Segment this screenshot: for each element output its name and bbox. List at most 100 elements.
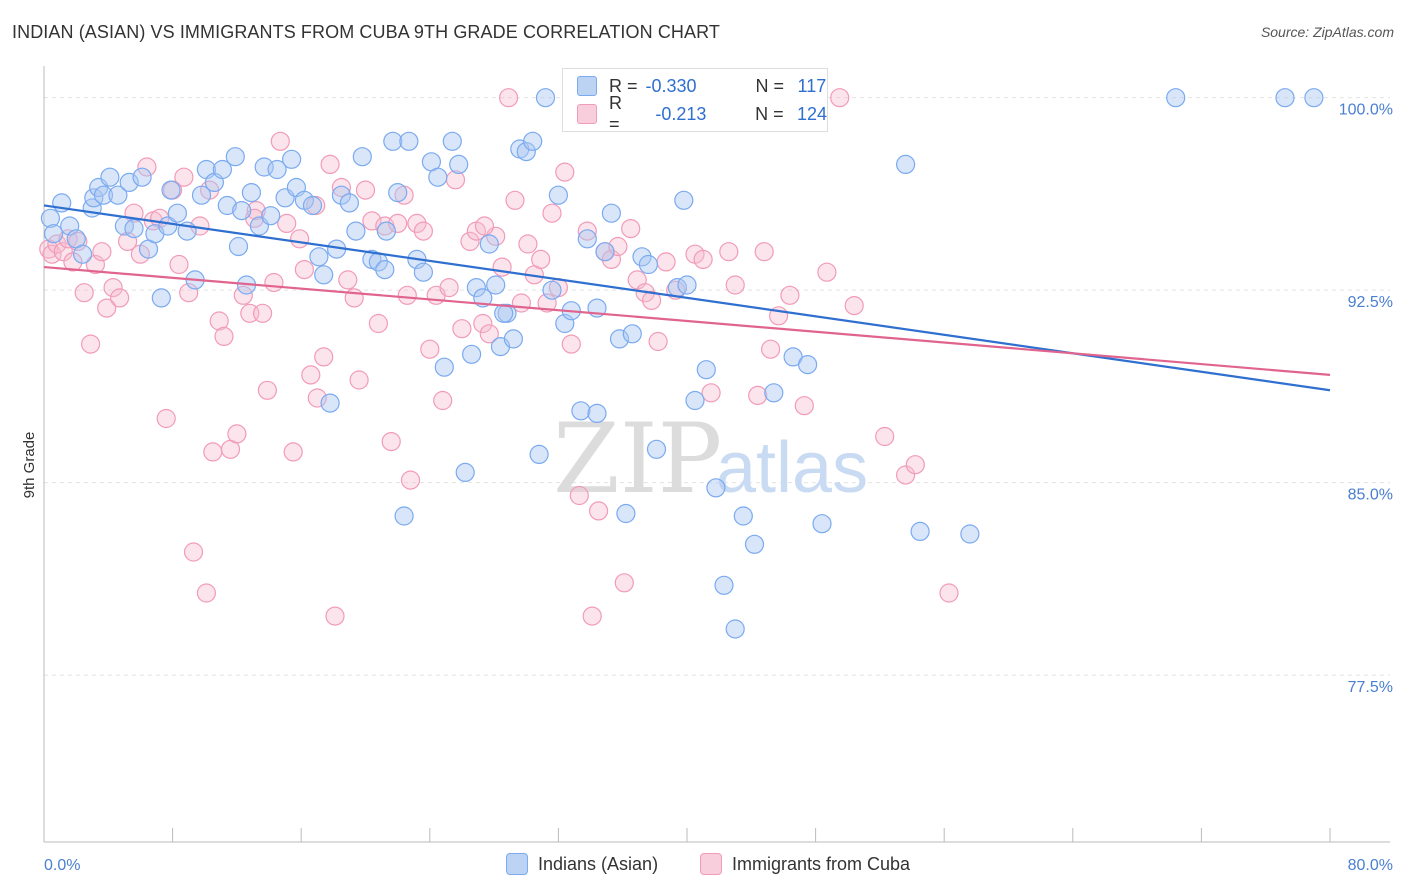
watermark-atlas: atlas	[716, 428, 868, 508]
legend-n-label: N =	[755, 75, 785, 96]
cuba-point-5	[63, 252, 83, 272]
cuba-point-102	[701, 383, 721, 403]
cuba-point-36	[253, 303, 273, 323]
indians-point-42	[309, 247, 329, 267]
indians-point-110	[1166, 88, 1186, 108]
correlation-legend: R = -0.330 N = 117 R = -0.213 N = 124	[562, 68, 828, 134]
indians-point-98	[706, 478, 726, 498]
trend-lines	[43, 204, 1331, 392]
cuba-point-20	[156, 408, 176, 429]
cuba-point-28	[203, 442, 223, 462]
legend-r-value-cuba: -0.213	[655, 103, 707, 124]
cuba-point-106	[754, 242, 774, 262]
indians-point-82	[571, 401, 591, 421]
cuba-point-69	[460, 231, 480, 251]
cuba-point-12	[103, 278, 123, 298]
cuba-point-71	[473, 313, 493, 334]
indians-point-46	[331, 185, 351, 205]
indians-point-108	[910, 521, 930, 542]
indians-point-14	[124, 219, 144, 239]
indians-point-105	[797, 355, 818, 375]
indians-point-115	[376, 221, 396, 241]
indians-point-5	[72, 244, 93, 264]
cuba-point-101	[693, 249, 713, 269]
cuba-point-45	[307, 388, 327, 408]
indians-point-54	[388, 183, 408, 203]
cuba-point-41	[283, 442, 303, 462]
indians-point-52	[375, 260, 395, 280]
bottom-legend-label-indians: Indians (Asian)	[538, 853, 659, 874]
cuba-point-62	[413, 221, 433, 241]
cuba-point-117	[939, 583, 959, 603]
cuba-point-85	[569, 485, 589, 506]
indians-point-88	[616, 503, 636, 524]
x-tick-label-0: 0.0%	[44, 857, 80, 874]
axes	[43, 66, 1390, 843]
trend-line-indians	[43, 204, 1331, 392]
cuba-point-113	[844, 296, 864, 316]
cuba-point-66	[439, 278, 459, 298]
y-tick-label-0: 100.0%	[1339, 102, 1393, 119]
cuba-point-27	[196, 583, 216, 603]
indians-point-15	[132, 167, 152, 187]
indians-point-87	[609, 329, 630, 349]
cuba-point-2	[47, 234, 67, 254]
watermark-zip: ZIP	[553, 403, 722, 515]
indians-point-69	[486, 275, 506, 295]
legend-n-label: N =	[755, 103, 784, 124]
indians-point-75	[523, 131, 543, 151]
indians-point-29	[225, 147, 245, 167]
series-cuba-points	[39, 88, 959, 626]
cuba-point-53	[355, 180, 376, 200]
indians-point-48	[346, 221, 366, 241]
indians-point-83	[577, 229, 597, 249]
legend-r-label: R =	[609, 75, 638, 96]
indians-point-28	[217, 195, 237, 216]
cuba-point-104	[725, 275, 745, 295]
trend-line-cuba	[43, 265, 1331, 376]
cuba-point-29	[209, 311, 229, 331]
cuba-point-98	[656, 252, 676, 272]
indians-point-112	[1304, 88, 1324, 108]
cuba-point-81	[537, 293, 557, 313]
bottom-legend-swatch-indians	[506, 853, 528, 875]
indians-point-76	[529, 444, 549, 464]
cuba-point-78	[518, 234, 538, 254]
indians-point-64	[455, 462, 475, 482]
cuba-point-88	[588, 501, 609, 521]
cuba-point-114	[875, 426, 895, 447]
source-label: Source: ZipAtlas.com	[1260, 24, 1394, 40]
cuba-point-7	[74, 283, 94, 303]
indians-point-36	[267, 159, 287, 180]
cuba-point-13	[109, 288, 130, 308]
cuba-point-32	[227, 424, 247, 444]
indians-point-43	[314, 265, 334, 285]
indians-point-84	[587, 403, 607, 423]
cuba-point-110	[794, 396, 814, 416]
legend-n-value-cuba: 124	[796, 103, 827, 124]
indians-point-85	[595, 242, 615, 262]
indians-point-41	[302, 195, 323, 216]
chart-title: INDIAN (ASIAN) VS IMMIGRANTS FROM CUBA 9…	[12, 22, 721, 42]
indians-point-79	[548, 185, 569, 205]
cuba-point-39	[270, 131, 290, 151]
cuba-point-123	[542, 203, 562, 223]
indians-point-99	[714, 575, 734, 595]
indians-point-94	[674, 190, 694, 210]
indians-point-74	[516, 142, 536, 162]
legend-r-value-indians: -0.330	[645, 75, 697, 96]
legend-r-label: R =	[608, 93, 622, 134]
indians-point-86	[601, 203, 622, 223]
cuba-point-80	[531, 249, 551, 269]
cuba-point-107	[760, 339, 781, 359]
legend-row-cuba: R = -0.213 N = 124	[577, 93, 827, 134]
cuba-point-67	[445, 170, 466, 190]
cuba-point-52	[349, 370, 369, 390]
cuba-point-122	[474, 216, 495, 236]
indians-point-20	[161, 180, 181, 200]
indians-point-63	[449, 154, 469, 174]
indians-point-97	[696, 360, 716, 380]
cuba-point-46	[314, 347, 334, 367]
cuba-point-25	[183, 542, 204, 562]
indians-point-56	[399, 131, 419, 151]
